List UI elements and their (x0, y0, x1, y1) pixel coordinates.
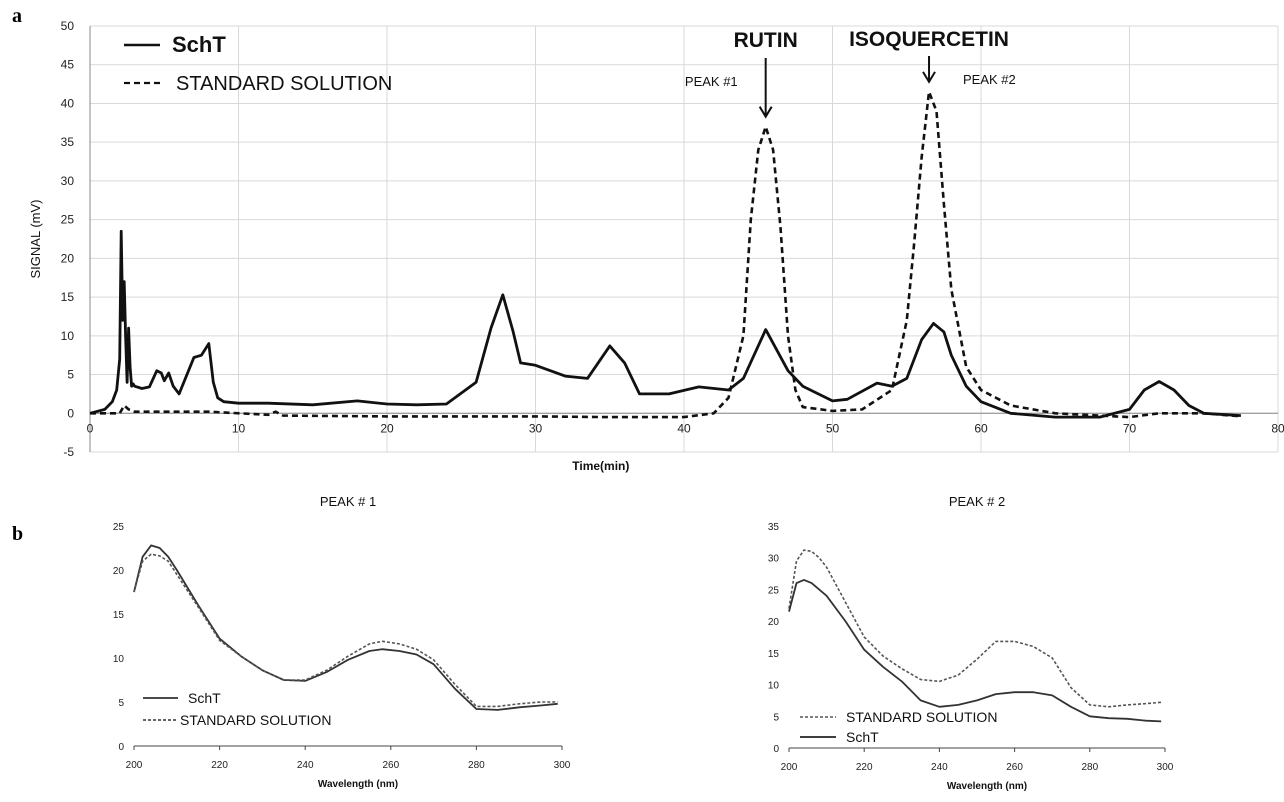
x-tick-label: 240 (931, 762, 948, 773)
series-line-scht (133, 544, 558, 711)
chromatogram-x-axis-label: Time(min) (572, 459, 629, 473)
x-tick-label: 260 (1006, 762, 1023, 773)
peak2-axes (788, 747, 1166, 752)
x-tick-label: 240 (297, 760, 314, 771)
x-tick-label: 60 (974, 421, 988, 435)
x-tick-label: 200 (781, 762, 798, 773)
series-line-scht (788, 579, 1162, 723)
chromatogram-annotations: RUTIN PEAK #1 ISOQUERCETIN PEAK #2 (685, 28, 1016, 119)
y-tick-label: 25 (61, 213, 75, 227)
x-tick-label: 10 (232, 421, 246, 435)
y-tick-label: 20 (113, 566, 125, 577)
peak1-legend: SchT STANDARD SOLUTION (143, 690, 331, 728)
y-tick-label: 15 (61, 290, 75, 304)
peak1-legend-label-standard: STANDARD SOLUTION (180, 712, 331, 728)
series-line-standard-solution (133, 553, 558, 708)
peak1-y-ticks: 0 5 10 15 20 25 (113, 522, 125, 753)
x-tick-label: 300 (554, 760, 571, 771)
peak1-spectrum-chart: PEAK # 1 200 220 240 260 280 300 0 5 10 15 20 25 W… (113, 494, 571, 790)
peak2-legend: STANDARD SOLUTION SchT (800, 709, 997, 745)
y-tick-label: 30 (61, 174, 75, 188)
y-tick-label: 0 (773, 744, 779, 755)
y-tick-label: 40 (61, 96, 75, 110)
peak2-y-ticks: 0 5 10 15 20 25 30 35 (768, 522, 780, 755)
y-tick-label: 0 (118, 742, 124, 753)
y-tick-label: 25 (768, 585, 780, 596)
y-tick-label: 5 (773, 712, 779, 723)
y-tick-label: 5 (118, 698, 124, 709)
y-tick-label: 35 (61, 135, 75, 149)
x-tick-label: 260 (382, 760, 399, 771)
peak1-x-ticks: 200 220 240 260 280 300 (126, 760, 571, 771)
annotation-peak-2: PEAK #2 (963, 72, 1016, 87)
series-line-standard-solution (788, 549, 1162, 708)
x-tick-label: 80 (1271, 421, 1284, 435)
chromatogram-y-axis-label: SIGNAL (mV) (28, 200, 43, 279)
peak1-axes (133, 745, 563, 750)
y-tick-label: 35 (768, 522, 780, 533)
y-tick-label: 25 (113, 522, 125, 533)
peak1-series (133, 544, 558, 711)
chromatogram-series (89, 90, 1242, 419)
panel-letter-b: b (12, 523, 23, 545)
x-tick-label: 200 (126, 760, 143, 771)
chromatogram-x-ticks: 0 10 20 30 40 50 60 70 80 (87, 421, 1284, 435)
y-tick-label: 10 (61, 329, 75, 343)
arrow-rutin (758, 58, 773, 119)
annotation-peak-1: PEAK #1 (685, 74, 738, 89)
legend-label-scht: SchT (172, 32, 226, 57)
annotation-isoquercetin: ISOQUERCETIN (849, 28, 1009, 51)
y-tick-label: -5 (63, 445, 74, 459)
y-tick-label: 10 (768, 681, 780, 692)
y-tick-label: 15 (768, 649, 780, 660)
peak1-title: PEAK # 1 (320, 494, 376, 509)
peak2-spectrum-chart: PEAK # 2 200 220 240 260 280 300 0 5 10 15 20 25 30… (768, 494, 1174, 792)
x-tick-label: 220 (211, 760, 228, 771)
annotation-rutin: RUTIN (734, 29, 798, 52)
legend-label-standard: STANDARD SOLUTION (176, 73, 392, 95)
y-tick-label: 45 (61, 58, 75, 72)
peak1-legend-label-scht: SchT (188, 690, 221, 706)
x-tick-label: 50 (826, 421, 840, 435)
peak2-title: PEAK # 2 (949, 494, 1005, 509)
y-tick-label: 0 (67, 406, 74, 420)
x-tick-label: 30 (529, 421, 543, 435)
x-tick-label: 0 (87, 421, 94, 435)
y-tick-label: 20 (61, 251, 75, 265)
y-tick-label: 20 (768, 617, 780, 628)
y-tick-label: 10 (113, 654, 125, 665)
x-tick-label: 300 (1157, 762, 1174, 773)
x-tick-label: 280 (468, 760, 485, 771)
peak2-legend-label-standard: STANDARD SOLUTION (846, 709, 997, 725)
y-tick-label: 15 (113, 610, 125, 621)
x-tick-label: 20 (380, 421, 394, 435)
peak2-x-axis-label: Wavelength (nm) (947, 781, 1027, 792)
chromatogram-y-ticks: -5 0 5 10 15 20 25 30 35 40 45 50 (61, 19, 75, 459)
chromatogram-axes (89, 26, 1278, 452)
chromatogram-chart: 0 10 20 30 40 50 60 70 80 -5 0 5 10 15 20 25 30 35 40 45 50… (28, 19, 1284, 473)
x-tick-label: 280 (1081, 762, 1098, 773)
series-line-standard-solution (90, 90, 1242, 419)
arrow-isoquercetin (922, 56, 936, 84)
x-tick-label: 40 (677, 421, 691, 435)
peak2-series (788, 549, 1162, 723)
chromatogram-legend: SchT STANDARD SOLUTION (124, 32, 392, 95)
x-tick-label: 220 (856, 762, 873, 773)
panel-letter-a: a (12, 5, 22, 27)
y-tick-label: 30 (768, 554, 780, 565)
y-tick-label: 5 (67, 368, 74, 382)
y-tick-label: 50 (61, 19, 75, 33)
x-tick-label: 70 (1123, 421, 1137, 435)
series-line-scht (89, 229, 1241, 419)
peak1-x-axis-label: Wavelength (nm) (318, 779, 398, 790)
peak2-x-ticks: 200 220 240 260 280 300 (781, 762, 1174, 773)
peak2-legend-label-scht: SchT (846, 729, 879, 745)
